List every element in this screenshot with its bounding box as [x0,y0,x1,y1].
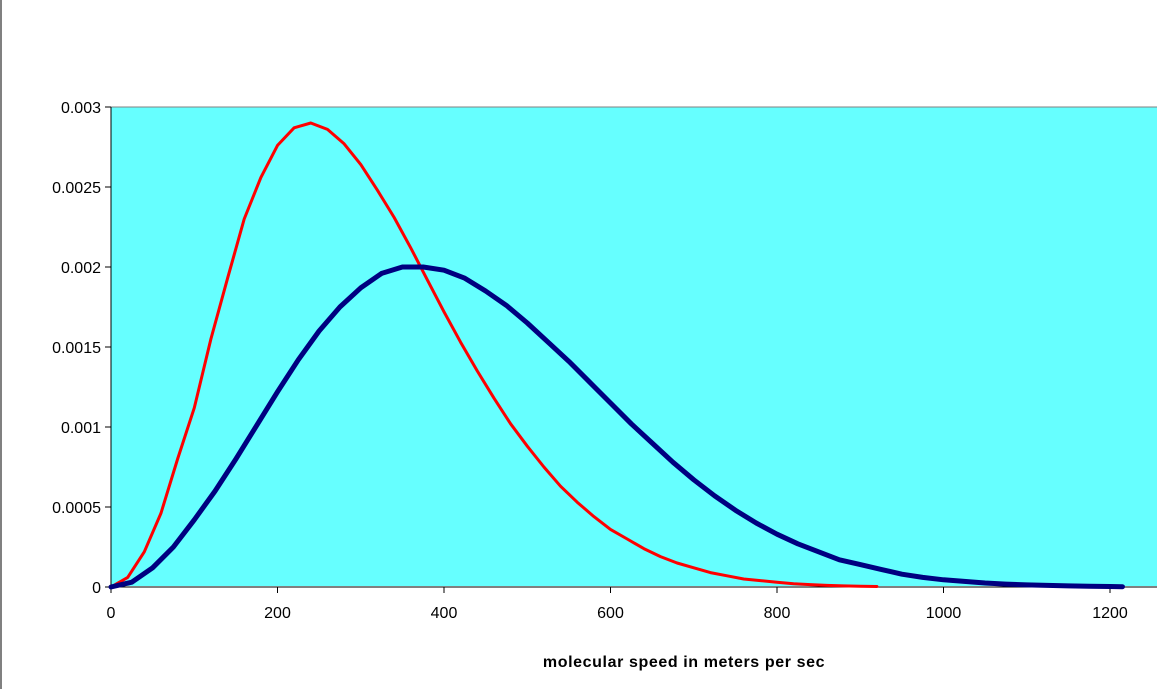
x-tick-label: 200 [264,605,291,622]
y-tick-label: 0.003 [61,100,101,117]
x-tick-label: 800 [764,605,791,622]
series-line-navy [108,264,1125,590]
plot-area [111,107,1157,586]
x-axis-ticks: 0 200 400 600 800 1000 1200 [107,587,1128,622]
y-tick-label: 0 [92,580,101,597]
y-tick-label: 0.0025 [52,180,101,197]
y-tick-label: 0.001 [61,420,101,437]
y-tick-label: 0.0015 [52,340,101,357]
x-tick-label: 400 [431,605,458,622]
x-tick-label: 0 [107,605,116,622]
x-tick-label: 600 [597,605,624,622]
x-tick-label: 1200 [1092,605,1128,622]
x-axis-title: molecular speed in meters per sec [543,654,825,671]
y-axis-ticks: 0 0.0005 0.001 0.0015 0.002 0.0025 0.003 [52,100,111,597]
series-line-red [109,121,879,589]
x-tick-label: 1000 [926,605,962,622]
series-layer [108,121,1125,590]
y-tick-label: 0.0005 [52,500,101,517]
y-tick-label: 0.002 [61,260,101,277]
